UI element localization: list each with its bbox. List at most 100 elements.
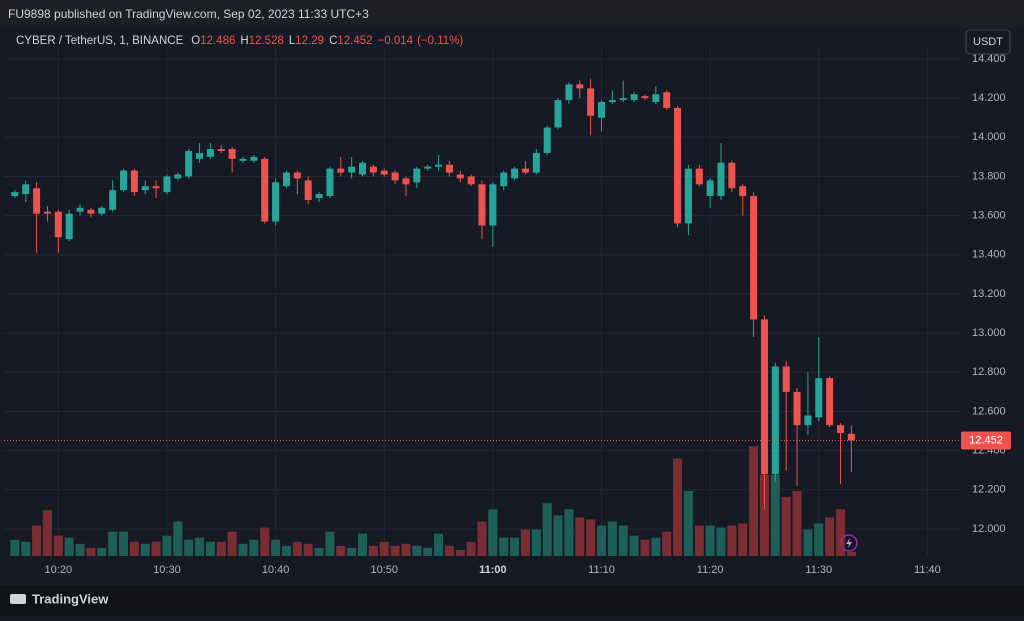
legend-item: CYBER / TetherUS, 1, BINANCE [16,35,184,47]
candle-body [402,178,410,185]
y-tick-label: 12.000 [972,523,1006,535]
candle-body [239,158,247,161]
volume-bar [119,531,128,556]
candle-body [33,188,41,214]
volume-bar [727,525,737,556]
volume-bar [553,515,563,556]
volume-bar [97,547,107,556]
candle-body [793,391,801,426]
volume-bar [129,541,139,556]
x-tick-label: 10:50 [370,564,398,576]
volume-bar [803,529,813,556]
candle-body [815,378,823,418]
volume-bar [629,535,639,556]
volume-bar [651,537,661,556]
x-tick-label: 11:00 [479,564,507,576]
legend-item: 12.486 [200,35,235,47]
candle-body [478,184,486,226]
currency-label[interactable]: USDT [973,36,1003,48]
candle-body [706,180,714,197]
volume-bar [781,497,791,556]
volume-bar [716,527,726,556]
legend-item: 12.29 [295,35,324,47]
volume-bar [825,517,835,556]
volume-bar [347,547,357,556]
volume-bar [292,541,302,556]
candle-body [641,96,649,99]
volume-bar [64,537,74,556]
volume-bar [390,545,400,556]
x-tick-label: 11:30 [805,564,832,576]
volume-bar [173,521,183,556]
candle-body [554,100,562,128]
candle-body [369,166,377,173]
volume-bar [683,490,693,556]
volume-bar [423,547,433,556]
volume-bar [151,541,161,556]
volume-bar [195,537,205,556]
x-tick-label: 11:20 [697,564,724,576]
volume-bar [510,537,520,556]
candle-body [337,168,345,173]
volume-bar [477,521,487,556]
candle-body [847,433,855,441]
candle-body [76,207,84,212]
candle-body [467,176,475,185]
candle-body [348,166,356,173]
candle-body [489,184,497,226]
legend-item: −0.014 [378,35,414,47]
candle-body [98,207,106,214]
candle-body [65,213,73,240]
candle-body [109,190,117,210]
legend: CYBER / TetherUS, 1, BINANCE O12.486 H12.5… [16,35,463,47]
candle-body [130,170,138,193]
candle-body [717,162,725,197]
brand-logo [10,594,26,604]
candle-body [760,319,768,475]
volume-bar [216,541,226,556]
volume-bar [586,519,596,556]
candle-body [54,211,62,238]
volume-bar [314,547,324,556]
volume-bar [271,539,281,556]
y-tick-label: 13.000 [972,327,1006,339]
candle-body [608,100,616,103]
volume-bar [325,531,335,556]
y-tick-label: 13.800 [972,170,1006,182]
candle-body [750,196,758,320]
candle-body [435,164,443,167]
volume-bar [759,474,769,556]
volume-bar [358,533,367,556]
candle-body [11,192,19,197]
volume-bar [542,503,552,556]
volume-bar [836,509,845,556]
volume-bar [694,525,704,556]
candle-body [532,152,540,173]
candle-body [87,209,95,214]
candle-body [630,94,638,101]
y-tick-label: 13.400 [972,249,1006,261]
y-tick-label: 13.200 [972,288,1006,300]
volume-bar [162,535,172,556]
currency-button[interactable] [965,29,1011,55]
candle-body [587,88,595,116]
volume-bar [53,535,63,556]
candle-body [543,127,551,153]
volume-bar [336,545,346,556]
candle-body [565,84,573,101]
published-text: FU9898 published on TradingView.com, Sep… [8,7,369,21]
volume-bar [564,509,574,556]
candle-body [804,415,812,426]
candle-body [684,168,692,224]
candle-body [837,425,844,434]
volume-bar [618,525,628,556]
x-tick-label: 11:10 [588,564,615,576]
volume-bar [227,531,237,556]
volume-bar [42,510,52,556]
volume-bar [673,458,683,556]
volume-bar [379,541,389,556]
volume-bar [32,525,42,556]
volume-bar [814,523,824,556]
candle-body [826,378,834,426]
candle-body [261,158,269,222]
